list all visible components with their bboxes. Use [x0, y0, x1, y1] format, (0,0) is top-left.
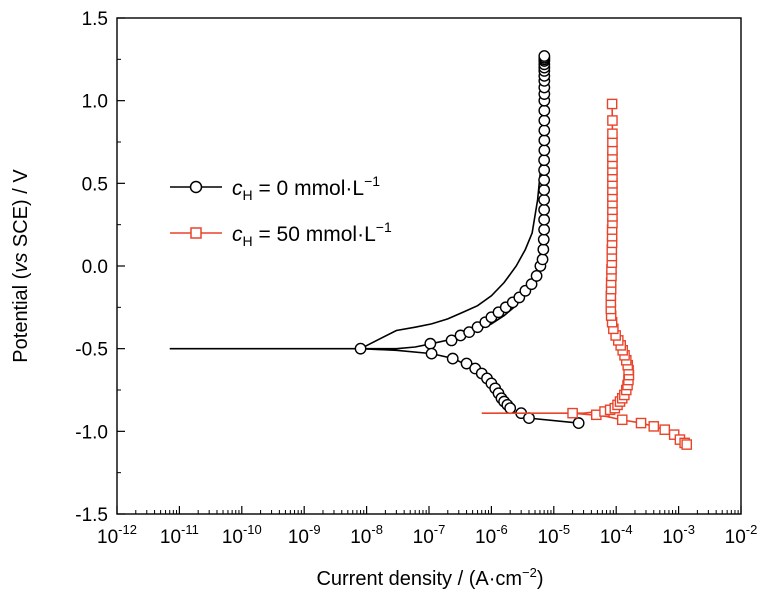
series-0-point [504, 402, 517, 415]
series-0-point [538, 114, 551, 127]
plot-frame [116, 17, 742, 515]
legend-entry-1: cH = 50 mmol·L−1 [170, 219, 392, 249]
series-0-point [538, 164, 551, 177]
x-tick-label: 10-4 [600, 522, 633, 548]
x-tick-label: 10-3 [662, 522, 695, 548]
series-0-point [572, 417, 585, 429]
legend-marker-1 [190, 227, 202, 239]
legend: cH = 0 mmol·L−1 cH = 50 mmol·L−1 [170, 173, 392, 249]
series-1-point [681, 439, 693, 450]
series-1-point [659, 424, 671, 435]
x-tick-label: 10-9 [288, 522, 321, 548]
series-0-point [538, 213, 551, 226]
x-tick-label: 10-10 [222, 522, 262, 548]
y-axis-title: Potential (vs SCE) / V [10, 169, 32, 363]
series-1-point [648, 421, 660, 432]
series-0-point [354, 342, 367, 355]
series-0-point [523, 412, 535, 425]
series-0-point [425, 347, 438, 360]
y-tick-label: -0.5 [75, 340, 108, 361]
series-0-point [460, 357, 473, 370]
series-1-point [607, 115, 618, 126]
y-tick-label: -1.5 [75, 505, 108, 526]
series-0-point [525, 278, 538, 291]
series-0-point [538, 50, 551, 62]
series-0 [169, 50, 585, 429]
series-0-point [537, 243, 550, 256]
series-0-point [538, 184, 551, 196]
series-0-point [538, 223, 551, 236]
x-tick-label: 10-12 [97, 522, 137, 548]
series-0-point [538, 203, 551, 216]
legend-label-1: cH = 50 mmol·L−1 [232, 219, 392, 249]
series-0-point [538, 154, 551, 167]
y-tick-label: 1.5 [82, 9, 108, 30]
x-tick-label: 10-7 [413, 522, 446, 548]
y-tick-label: 0.0 [82, 257, 108, 278]
series-0-point [537, 233, 550, 246]
y-tick-label: -1.0 [75, 422, 108, 443]
x-axis-title: Current density / (A·cm−2) [316, 565, 543, 590]
series-1 [481, 98, 693, 450]
x-tick-label: 10-8 [350, 522, 383, 548]
series-0-point [538, 134, 551, 147]
series-0-point [530, 270, 543, 282]
series-0-point [538, 104, 551, 117]
series-1-point [606, 98, 618, 110]
series-1-point [616, 414, 628, 426]
series-0-point [424, 337, 437, 350]
x-tick-label: 10-2 [725, 522, 758, 548]
series-0-point [538, 144, 551, 157]
legend-label-0: cH = 0 mmol·L−1 [232, 173, 380, 203]
legend-marker-0 [189, 180, 203, 194]
y-tick-label: 0.5 [82, 174, 108, 195]
series-1-point [567, 407, 578, 419]
x-tick-label: 10-6 [475, 522, 508, 548]
x-tick-label: 10-5 [537, 522, 570, 548]
series-1-point [635, 417, 647, 429]
series-0-point [536, 253, 549, 266]
axis-ticks [116, 17, 742, 515]
y-tick-label: 1.0 [82, 92, 108, 113]
tick-labels: 10-12 10-11 10-10 10-9 10-8 10-7 10-6 10-5 10-4 1… [75, 9, 757, 548]
series-0-point [446, 352, 459, 365]
series-0-point [445, 334, 458, 347]
series-layer [169, 50, 693, 450]
series-0-point [538, 124, 551, 137]
series-0-line [169, 57, 546, 350]
series-1-point [607, 128, 618, 140]
legend-entry-0: cH = 0 mmol·L−1 [170, 173, 380, 203]
x-tick-label: 10-11 [160, 522, 199, 548]
series-0-point [463, 326, 476, 339]
series-0-point [538, 174, 551, 186]
series-0-point [538, 193, 551, 206]
